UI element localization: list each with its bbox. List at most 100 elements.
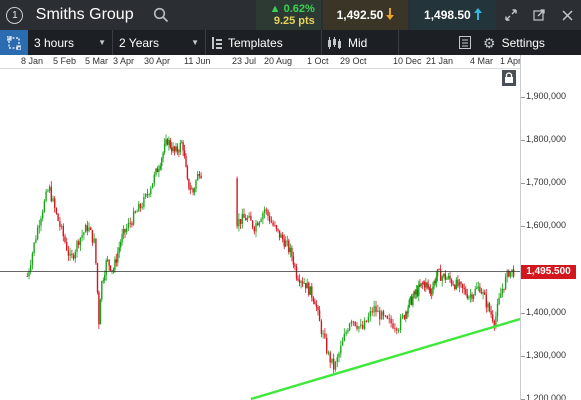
candle-down (488, 302, 491, 313)
candle-up (102, 277, 104, 284)
candle-up (150, 185, 152, 198)
candle-up (413, 290, 415, 299)
x-tick-label: 5 Feb (53, 56, 77, 66)
chart-mode-button[interactable] (0, 30, 28, 55)
candle-down (282, 232, 284, 243)
candle-up (369, 306, 371, 322)
candle-down (176, 143, 179, 155)
instrument-title: Smiths Group (35, 6, 134, 23)
close-button[interactable] (553, 0, 581, 30)
settings-menu[interactable]: ⚙ Settings (477, 30, 551, 55)
candle-down (431, 288, 433, 300)
price-mode-menu[interactable]: Mid (322, 30, 399, 55)
chart-toolbar: 3 hours ▼ 2 Years ▼ Templates Mid ⚙ (0, 30, 581, 55)
candle-down (91, 229, 94, 246)
candle-down (124, 228, 126, 239)
candle-up (263, 206, 266, 219)
candle-down (312, 296, 315, 305)
candle-down (314, 298, 316, 305)
interval-dropdown[interactable]: 3 hours ▼ (28, 30, 113, 55)
candle-down (411, 294, 413, 306)
candle-down (182, 140, 184, 156)
sell-price-button[interactable]: 1,492.50 (322, 0, 409, 30)
candle-down (139, 202, 142, 212)
y-tick-mark (521, 226, 525, 228)
y-axis[interactable]: 1,200,0001,300,0001,400,0001,500,0001,60… (520, 55, 581, 400)
search-button[interactable] (153, 0, 256, 30)
candle-up (148, 193, 150, 198)
price-mode-value: Mid (348, 35, 368, 50)
candle-up (511, 269, 513, 277)
candle-up (472, 293, 475, 302)
candle-up (118, 241, 120, 258)
candle-down (318, 306, 321, 322)
candle-up (258, 220, 261, 228)
price-chart[interactable]: 8 Jan 5 Feb 5 Mar 3 Apr 30 Apr 11 Jun 23 Jul 20… (0, 55, 581, 400)
candle-down (329, 350, 331, 369)
info-button[interactable]: 1 (0, 0, 30, 30)
candle-down (183, 144, 186, 159)
candle-down (26, 272, 28, 277)
candle-down (471, 291, 473, 303)
buy-price-button[interactable]: 1,498.50 (410, 0, 496, 30)
x-tick-label: 20 Aug (264, 56, 293, 66)
x-tick-label: 10 Dec (393, 56, 422, 66)
candle-down (129, 217, 131, 228)
candle-down (192, 187, 194, 196)
candle-up (280, 232, 282, 238)
candle-down (503, 288, 505, 293)
candle-down (134, 210, 136, 214)
candle-up (238, 213, 240, 232)
popout-button[interactable] (525, 0, 553, 30)
candle-down (450, 278, 453, 287)
arrow-down-icon (386, 7, 395, 23)
candle-up (345, 329, 347, 337)
layout-button[interactable] (399, 30, 477, 55)
candle-up (412, 293, 414, 308)
trendline[interactable] (250, 317, 520, 400)
x-tick-label: 21 Jan (426, 56, 454, 66)
candle-up (163, 138, 166, 155)
candle-down (274, 221, 276, 227)
candle-up (60, 223, 63, 230)
candle-down (386, 315, 388, 320)
candle-down (257, 221, 259, 226)
candle-down (379, 306, 381, 326)
candle-up (197, 171, 199, 181)
chevron-down-icon: ▼ (191, 38, 199, 47)
candle-up (36, 224, 39, 241)
candle-down (492, 310, 494, 324)
y-tick-label: 1,700,000 (526, 177, 567, 188)
candle-up (409, 296, 412, 305)
candle-down (166, 138, 169, 146)
candle-down (243, 208, 245, 219)
candle-up (262, 211, 264, 225)
candle-down (444, 270, 446, 283)
candle-down (301, 277, 304, 288)
candle-up (193, 187, 196, 196)
candle-up (309, 286, 311, 295)
candle-down (188, 178, 190, 191)
candle-up (181, 140, 183, 144)
plot-area[interactable] (0, 69, 520, 400)
instrument-header: 1 Smiths Group ▲ 0.62% 9.25 pts 1,492.50… (0, 0, 581, 30)
x-tick-label: 11 Jun (184, 56, 211, 66)
buy-price: 1,498.50 (424, 8, 471, 22)
candle-down (429, 284, 432, 297)
candle-up (289, 243, 291, 258)
candle-up (31, 251, 34, 270)
candle-down (72, 253, 75, 261)
candle-down (189, 182, 191, 195)
candle-up (446, 276, 448, 280)
candle-down (283, 234, 285, 250)
candle-up (40, 215, 42, 232)
lock-icon[interactable] (502, 70, 516, 86)
settings-label: Settings (501, 35, 545, 50)
candle-down (421, 281, 423, 289)
candle-up (74, 249, 76, 263)
range-dropdown[interactable]: 2 Years ▼ (113, 30, 206, 55)
expand-button[interactable] (498, 0, 526, 30)
candle-down (95, 238, 97, 265)
candle-up (47, 188, 49, 193)
templates-menu[interactable]: Templates (206, 30, 322, 55)
